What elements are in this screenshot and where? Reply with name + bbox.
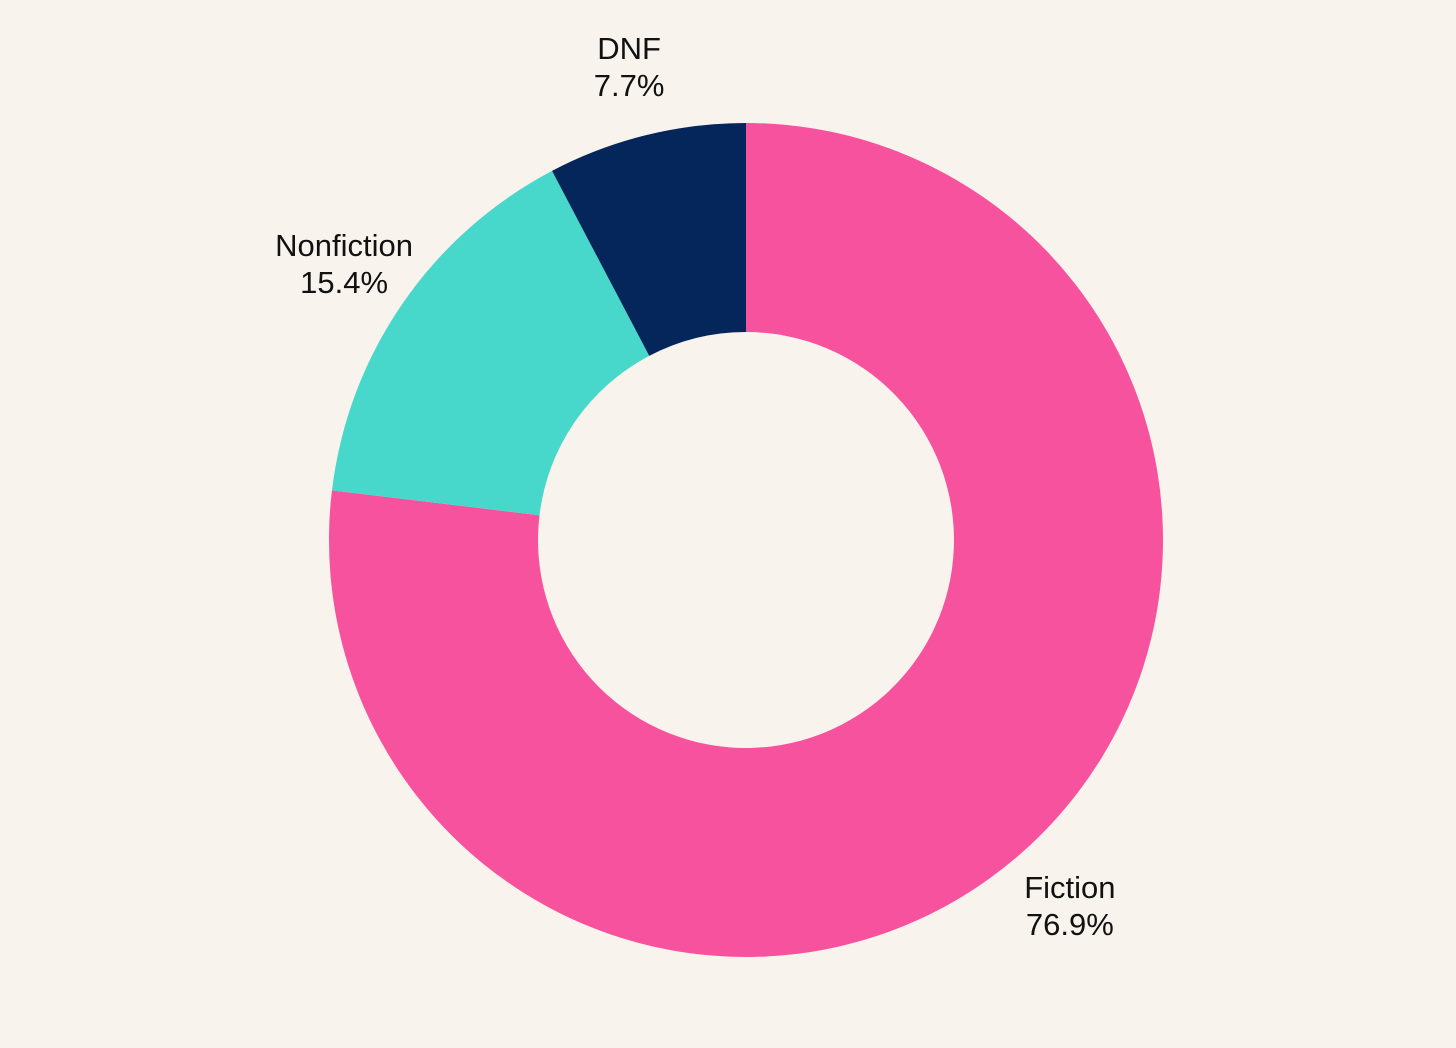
slice-nonfiction: [331, 170, 650, 516]
labels-group: Fiction 76.9% Nonfiction 15.4% DNF 7.7%: [275, 31, 1115, 942]
slice-value-dnf: 7.7%: [594, 68, 665, 103]
slice-value-nonfiction: 15.4%: [300, 265, 388, 300]
slice-name-fiction: Fiction: [1024, 870, 1115, 905]
slice-fiction: [328, 123, 1164, 957]
slice-name-dnf: DNF: [597, 31, 661, 66]
slice-value-fiction: 76.9%: [1026, 907, 1114, 942]
slice-name-nonfiction: Nonfiction: [275, 228, 413, 263]
slice-dnf: [552, 123, 746, 356]
slices-group: [328, 123, 1164, 957]
slice-label-fiction: Fiction 76.9%: [1024, 870, 1115, 942]
slice-label-nonfiction: Nonfiction 15.4%: [275, 228, 413, 300]
slice-label-dnf: DNF 7.7%: [594, 31, 665, 103]
